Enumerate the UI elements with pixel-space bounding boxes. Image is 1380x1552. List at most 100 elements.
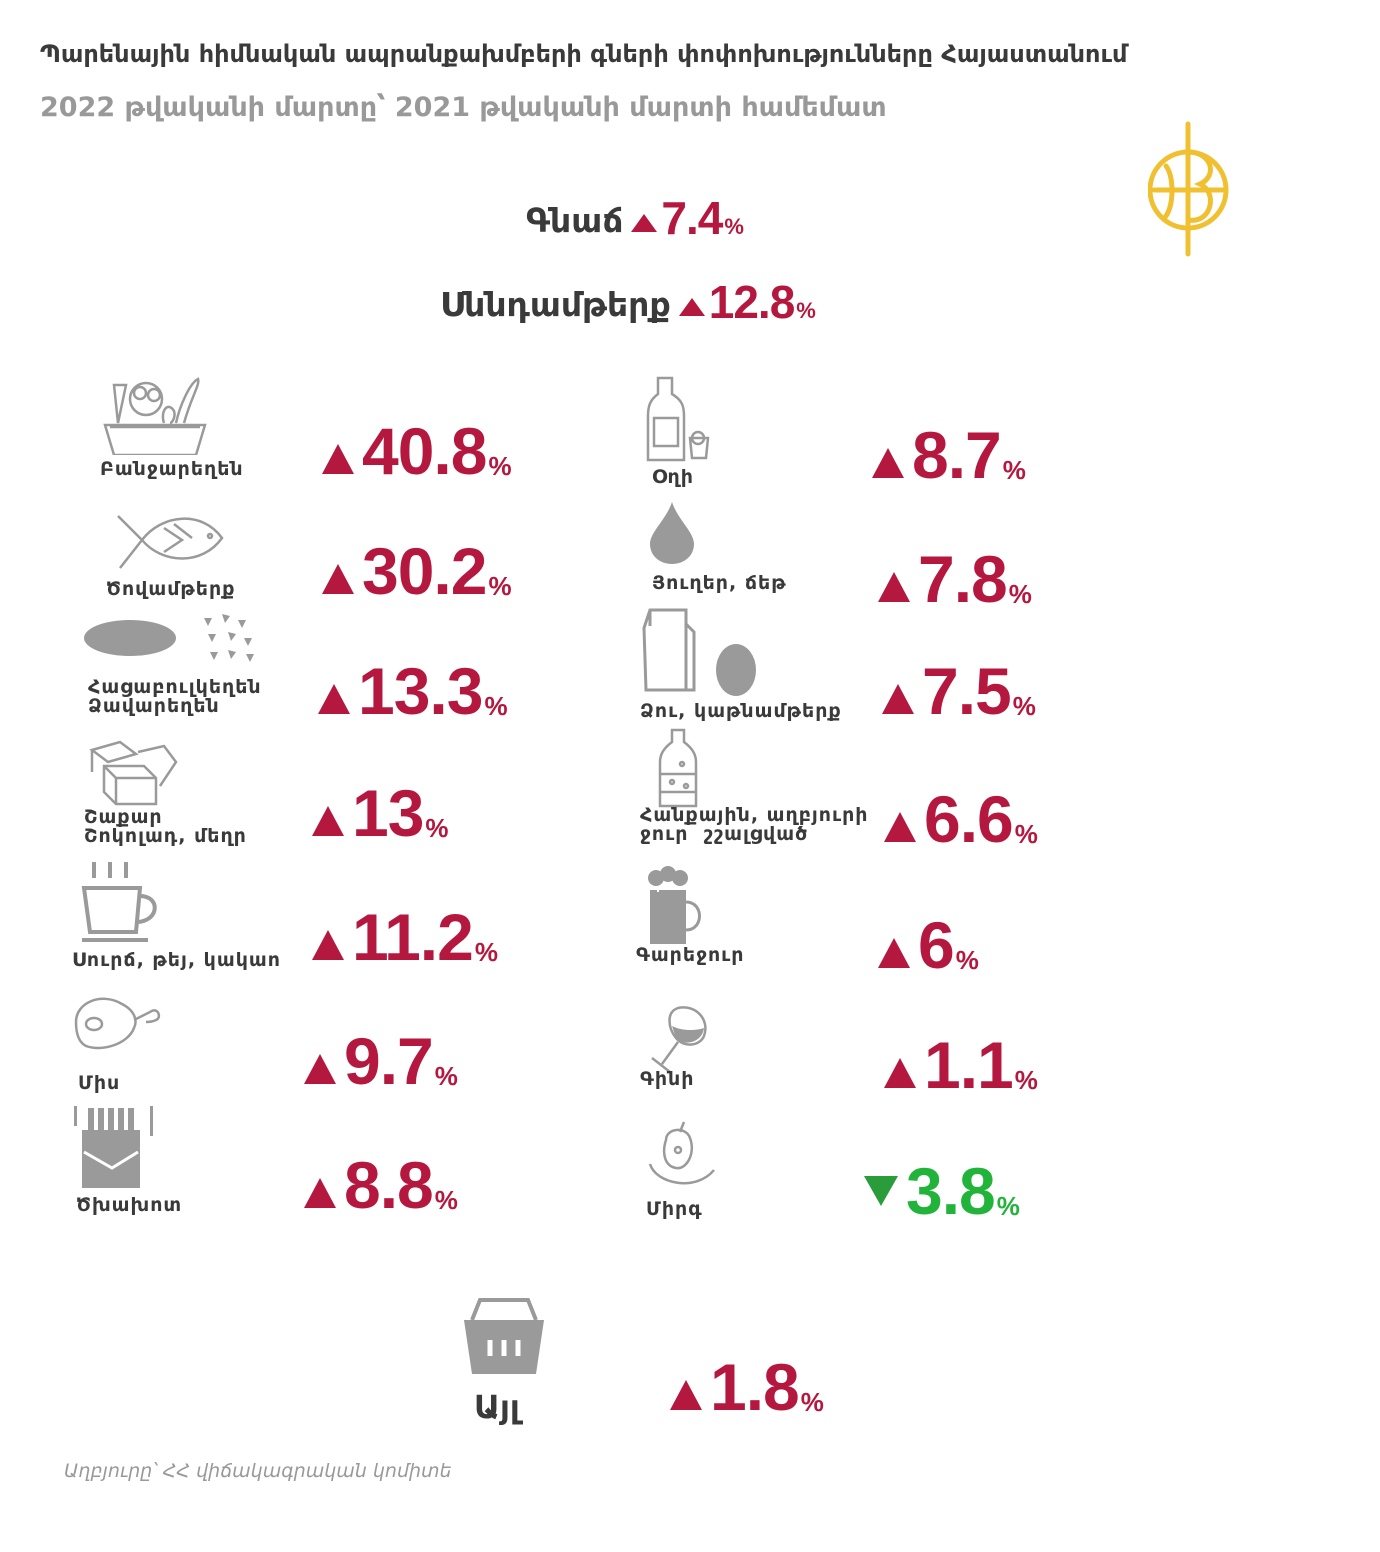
wine-glass-icon — [648, 1004, 712, 1076]
down-arrow-icon — [864, 1176, 898, 1206]
category-label: Սուրճ, թեյ, կակաո — [72, 949, 281, 971]
value-unit: % — [474, 937, 498, 967]
category-label: Օղի — [652, 466, 694, 488]
category-label: Բանջարեղեն — [100, 458, 244, 480]
category-value: 9.7 % — [304, 1024, 458, 1098]
up-arrow-icon — [322, 444, 354, 474]
source-note: Աղբյուրը՝ ՀՀ վիճակագրական կոմիտե — [64, 1460, 452, 1482]
category-label: Գարեջուր — [636, 944, 745, 966]
value-unit: % — [800, 1387, 824, 1417]
value-number: 7.8 — [918, 542, 1008, 616]
value-number: 3.8 — [906, 1154, 996, 1228]
meat-icon — [72, 994, 162, 1054]
value-unit: % — [484, 691, 508, 721]
value-unit: % — [434, 1185, 458, 1215]
page-title: Պարենային հիմնական ապրանքախմբերի գների փ… — [40, 40, 1128, 68]
category-value: 8.7 % — [872, 418, 1026, 492]
value-unit: % — [1002, 455, 1026, 485]
summary-value: 7.4 — [661, 192, 723, 244]
page-subtitle: 2022 թվականի մարտը՝ 2021 թվականի մարտի հ… — [40, 92, 887, 123]
sugar-cubes-icon — [84, 736, 180, 808]
summary-unit: % — [796, 298, 816, 323]
summary-value: 12.8 — [708, 276, 796, 328]
category-label: Հանքային, աղբյուրի ջուր շշալցված — [640, 804, 869, 845]
value-number: 13.3 — [358, 654, 483, 728]
value-unit: % — [1012, 691, 1036, 721]
category-value: 8.8 % — [304, 1148, 458, 1222]
category-label: Հացաբուլկեղեն Ձավարեղեն — [88, 676, 262, 717]
value-unit: % — [1014, 1065, 1038, 1095]
category-label: Միս — [78, 1072, 121, 1094]
value-number: 8.7 — [912, 418, 1002, 492]
up-arrow-icon — [318, 684, 350, 714]
value-unit: % — [1014, 819, 1038, 849]
category-value: 40.8 % — [322, 414, 512, 488]
other-label: Այլ — [474, 1388, 520, 1426]
value-number: 1.8 — [710, 1350, 800, 1424]
basket-icon — [460, 1298, 548, 1378]
water-bottle-icon — [658, 728, 698, 808]
value-number: 11.2 — [352, 900, 474, 974]
up-arrow-icon — [878, 572, 910, 602]
value-unit: % — [434, 1061, 458, 1091]
value-number: 8.8 — [344, 1148, 434, 1222]
other-value: 1.8 % — [670, 1350, 824, 1424]
up-arrow-icon — [304, 1054, 336, 1084]
value-unit: % — [488, 451, 512, 481]
category-label: Ձու, կաթնամթերք — [640, 700, 842, 722]
value-number: 40.8 — [362, 414, 487, 488]
summary-unit: % — [724, 214, 744, 239]
value-number: 9.7 — [344, 1024, 434, 1098]
category-label: Յուղեր, ճեթ — [652, 572, 787, 594]
vodka-bottle-icon — [646, 376, 716, 464]
fruit-icon — [646, 1120, 718, 1190]
value-unit: % — [1008, 579, 1032, 609]
category-value: 13 % — [312, 776, 449, 850]
category-value: 6 % — [878, 908, 979, 982]
up-arrow-icon — [882, 684, 914, 714]
up-arrow-icon — [304, 1178, 336, 1208]
category-value: 11.2 % — [312, 900, 498, 974]
up-arrow-icon — [670, 1380, 702, 1410]
category-value: 3.8 % — [864, 1154, 1020, 1228]
beer-mug-icon — [644, 866, 706, 946]
category-value: 7.5 % — [882, 654, 1036, 728]
category-label: Ծովամթերք — [106, 578, 236, 600]
value-number: 30.2 — [362, 534, 487, 608]
value-number: 6.6 — [924, 782, 1014, 856]
category-label: Շաքար Շոկոլադ, մեղր — [84, 806, 247, 847]
category-value: 1.1 % — [884, 1028, 1038, 1102]
summary-food: Սննդամթերք 12.8 % — [440, 276, 816, 328]
coffee-cup-icon — [80, 860, 160, 946]
up-arrow-icon — [878, 938, 910, 968]
category-value: 6.6 % — [884, 782, 1038, 856]
logo-emblem — [1147, 120, 1240, 260]
value-number: 6 — [918, 908, 955, 982]
value-number: 7.5 — [922, 654, 1012, 728]
summary-label: Սննդամթերք — [440, 285, 671, 324]
value-unit: % — [488, 571, 512, 601]
category-label: Ծխախոտ — [76, 1194, 183, 1216]
up-arrow-icon — [884, 1058, 916, 1088]
category-value: 7.8 % — [878, 542, 1032, 616]
vegetable-basket-icon — [100, 355, 210, 455]
value-number: 13 — [352, 776, 424, 850]
category-label: Միրգ — [646, 1198, 703, 1220]
value-unit: % — [425, 813, 449, 843]
up-arrow-icon — [884, 812, 916, 842]
up-arrow-icon — [312, 806, 344, 836]
bread-grain-icon — [82, 610, 267, 670]
up-arrow-icon — [872, 448, 904, 478]
summary-label: Գնաճ — [526, 201, 624, 240]
up-arrow-icon — [312, 930, 344, 960]
up-arrow-icon — [631, 214, 658, 232]
category-label: Գինի — [640, 1068, 695, 1090]
value-number: 1.1 — [924, 1028, 1014, 1102]
category-value: 30.2 % — [322, 534, 512, 608]
milk-egg-icon — [640, 606, 760, 698]
value-unit: % — [996, 1191, 1020, 1221]
up-arrow-icon — [322, 564, 354, 594]
up-arrow-icon — [678, 298, 705, 316]
fish-icon — [112, 508, 227, 572]
category-value: 13.3 % — [318, 654, 508, 728]
